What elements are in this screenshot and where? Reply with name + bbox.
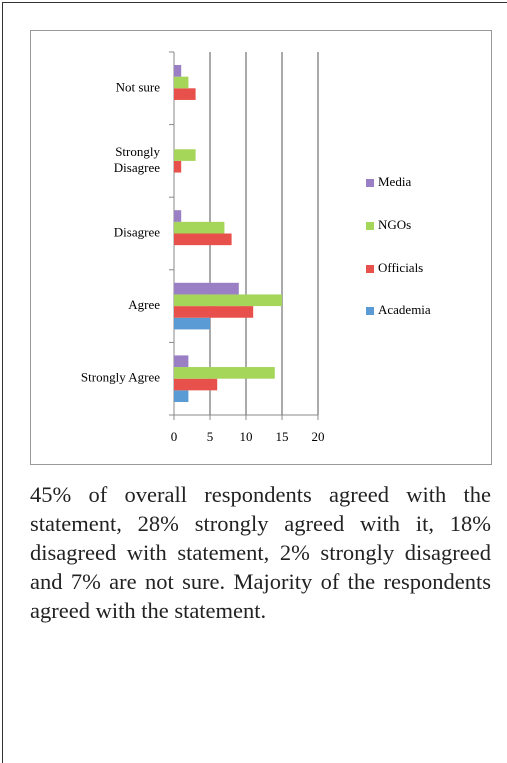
bar (174, 149, 196, 161)
legend-label: Academia (378, 302, 431, 317)
x-tick-label: 15 (276, 429, 289, 444)
legend-swatch (366, 222, 374, 230)
y-tick-label: Strongly Agree (81, 370, 160, 385)
bar (174, 367, 275, 379)
x-tick-label: 20 (312, 429, 325, 444)
y-tick-label: Disagree (114, 224, 160, 239)
y-tick-label: Not sure (116, 79, 161, 94)
bar (174, 65, 182, 77)
legend-label: Officials (378, 260, 423, 275)
x-tick-label: 10 (240, 429, 253, 444)
bar (174, 210, 182, 222)
bar (174, 88, 196, 100)
bar (174, 233, 232, 246)
bar (174, 76, 189, 89)
legend-swatch (366, 307, 374, 315)
bar (174, 378, 218, 391)
legend-swatch (366, 179, 374, 187)
bar (174, 355, 189, 368)
legend-label: NGOs (378, 217, 411, 232)
bar (174, 282, 239, 295)
legend-label: Media (378, 174, 411, 189)
y-tick-label: Agree (128, 297, 160, 312)
y-tick-label: Strongly Disagree (114, 144, 161, 175)
x-tick-label: 0 (171, 429, 178, 444)
bar (174, 306, 254, 318)
paragraph: 45% of overall respondents agreed with t… (30, 482, 491, 623)
bar (174, 160, 182, 173)
chart: 0 5 10 15 20 Strongly Agree Agree Disagree Stron… (81, 51, 431, 444)
bar (174, 390, 189, 402)
bar (174, 294, 282, 307)
chart-box (30, 30, 492, 465)
bar (174, 317, 210, 330)
legend-swatch (366, 265, 374, 273)
bar (174, 221, 225, 234)
x-tick-label: 5 (207, 429, 214, 444)
